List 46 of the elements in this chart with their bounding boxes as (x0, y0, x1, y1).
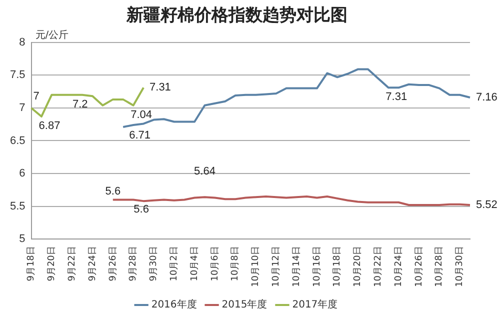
data-label: 7.16 (476, 92, 498, 104)
data-label: 5.6 (134, 203, 149, 216)
y-tick-label: 7 (19, 102, 26, 114)
x-tick-label: 10月22日 (374, 246, 384, 287)
x-tick-label: 10月8日 (230, 246, 241, 282)
x-tick-label: 9月30日 (149, 246, 160, 282)
x-tick-label: 10月30日 (455, 246, 466, 287)
x-tick-label: 10月18日 (332, 246, 343, 287)
data-label: 7.31 (386, 91, 408, 104)
data-label: 7.04 (130, 108, 152, 121)
x-tick-label: 10月10日 (251, 246, 262, 287)
x-tick-label: 9月18日 (26, 246, 37, 282)
legend-label: 2015年度 (222, 298, 268, 311)
data-label: 5.64 (194, 166, 216, 178)
x-tick-label: 10月12日 (271, 246, 282, 287)
x-tick-label: 9月24日 (88, 246, 98, 282)
data-label: 5.52 (476, 199, 498, 212)
data-label: 6.87 (38, 120, 60, 132)
data-label: 5.6 (105, 185, 121, 198)
legend-label: 2016年度 (151, 298, 197, 311)
x-tick-label: 10月28日 (434, 246, 445, 287)
x-tick-label: 10月16日 (312, 246, 322, 287)
x-tick-label: 9月20日 (47, 246, 58, 282)
y-axis-title: 元/公斤 (35, 28, 69, 41)
y-tick-label: 5.5 (10, 200, 26, 212)
x-tick-label: 10月2日 (169, 246, 180, 282)
data-label: 7.2 (72, 98, 88, 110)
x-tick-label: 10月6日 (210, 246, 220, 282)
x-tick-label: 10月14日 (292, 246, 302, 287)
data-label: 6.71 (129, 130, 151, 142)
x-tick-label: 10月20日 (353, 246, 364, 287)
x-tick-label: 9月28日 (128, 246, 139, 282)
y-tick-label: 6.5 (10, 134, 26, 147)
chart-title: 新疆籽棉价格指数趋势对比图 (126, 6, 348, 26)
x-tick-label: 10月24日 (394, 246, 404, 287)
y-tick-label: 8 (19, 36, 26, 48)
x-tick-label: 10月26日 (414, 246, 424, 287)
legend-label: 2017年度 (292, 298, 338, 311)
y-tick-label: 7.5 (10, 69, 26, 82)
y-tick-label: 6 (19, 168, 26, 180)
data-label: 7.31 (150, 82, 171, 94)
x-tick-label: 10月4日 (190, 246, 200, 282)
y-tick-label: 5 (19, 233, 26, 246)
x-tick-label: 9月26日 (108, 246, 118, 282)
data-label: 7 (33, 90, 40, 102)
x-tick-label: 9月22日 (67, 246, 78, 282)
